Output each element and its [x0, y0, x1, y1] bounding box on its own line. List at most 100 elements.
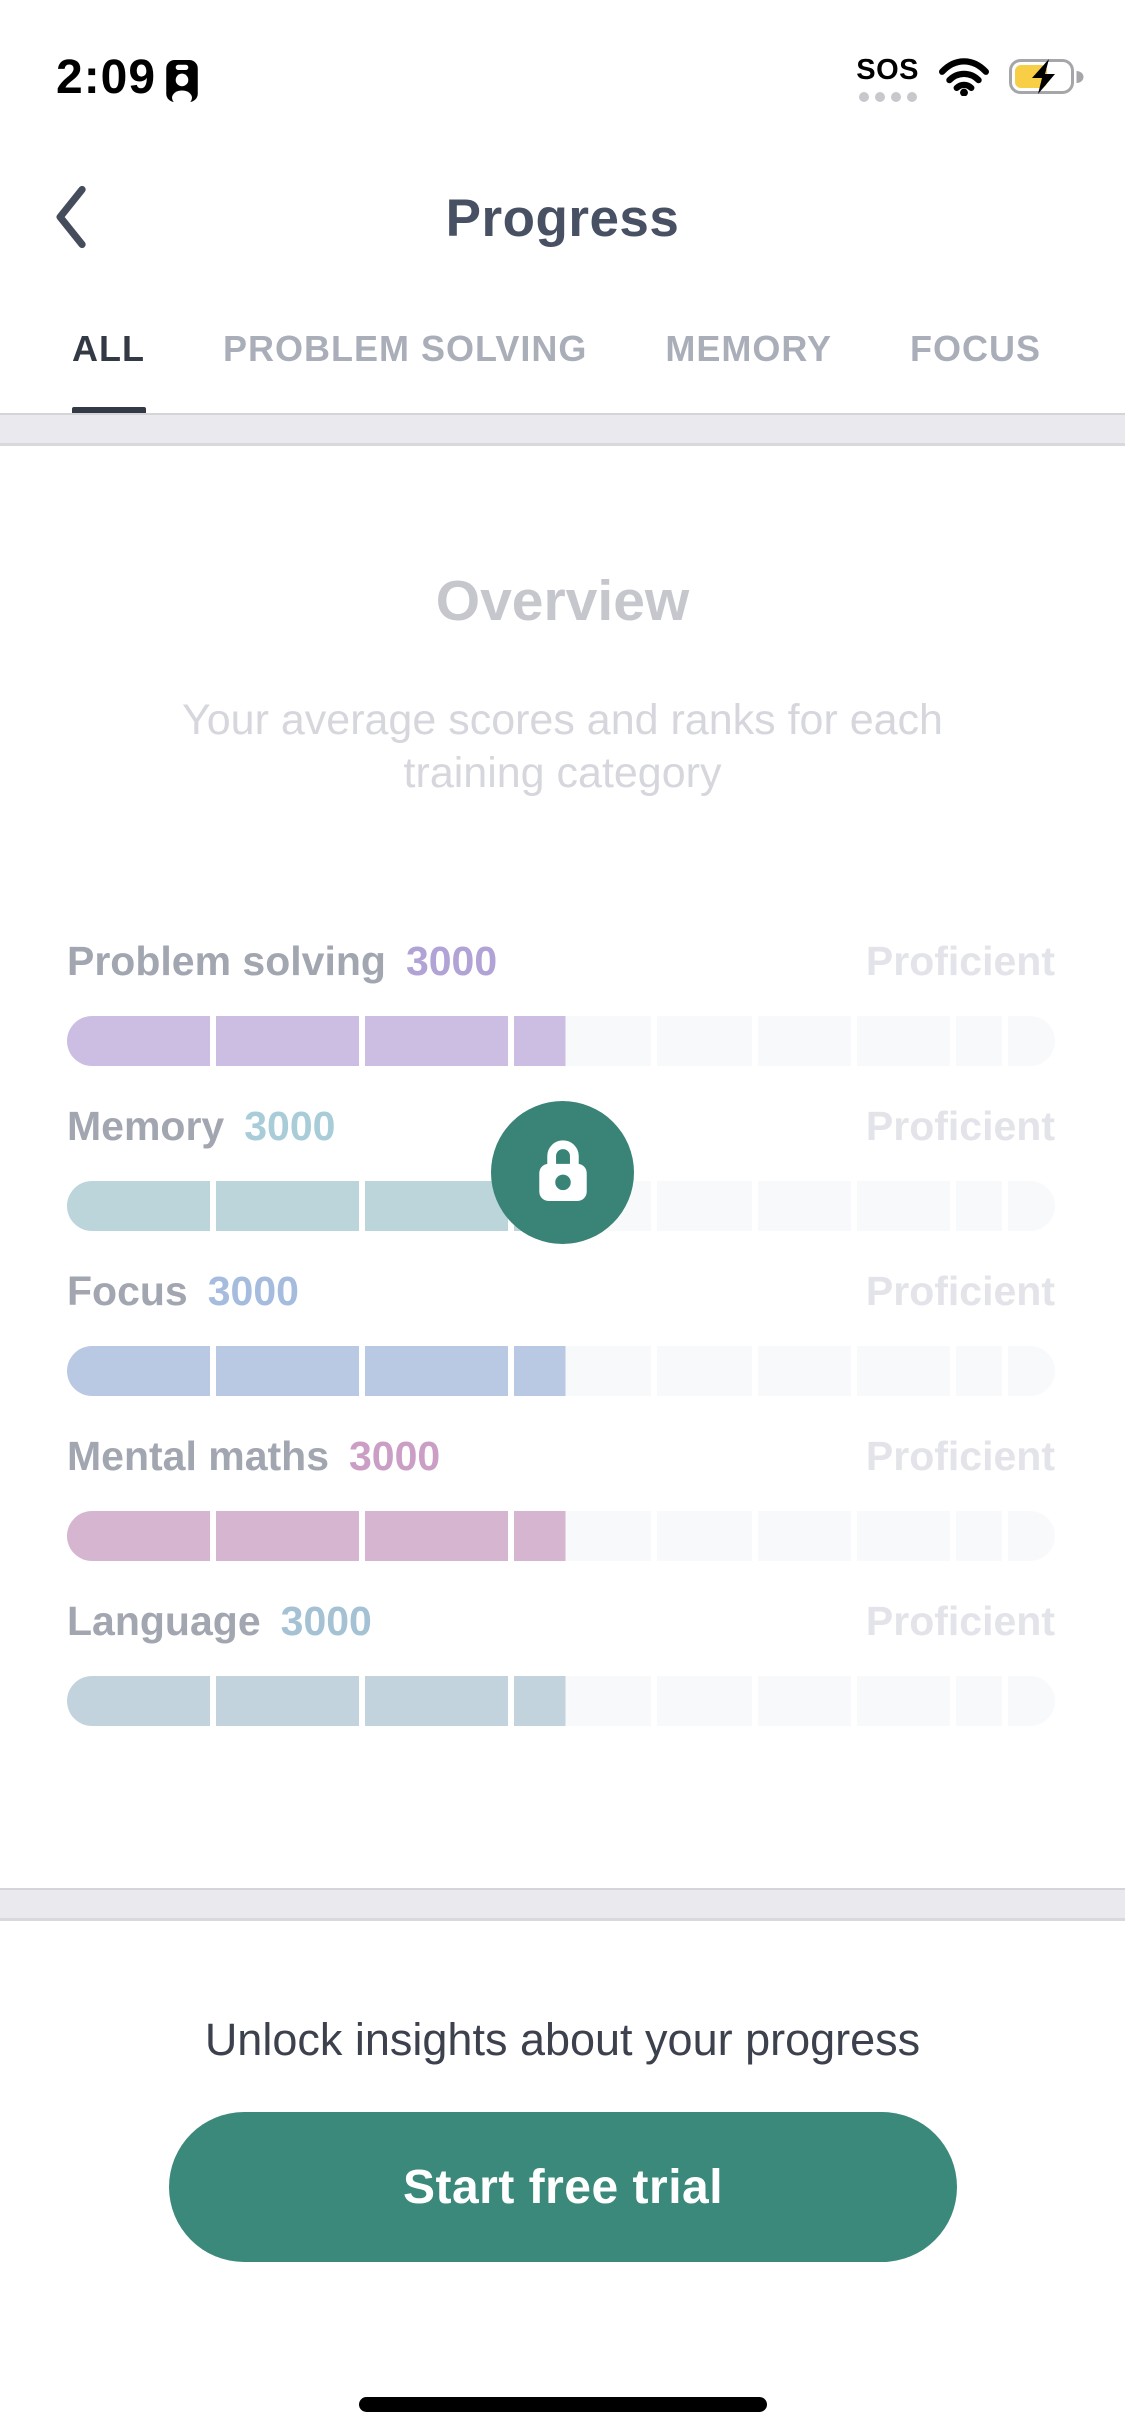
category-rows: Problem solving 3000 Proficient Memory 3000 P… — [67, 938, 1055, 1726]
battery-charging-icon — [1009, 58, 1085, 101]
category-row: Mental maths 3000 Proficient — [67, 1433, 1055, 1561]
category-name: Language — [67, 1598, 261, 1644]
progress-bar-segment — [757, 1346, 852, 1396]
category-row-labels: Mental maths 3000 Proficient — [67, 1433, 1055, 1481]
progress-bar-segment — [757, 1181, 852, 1231]
progress-bar-segment — [215, 1181, 359, 1231]
category-name: Focus — [67, 1268, 188, 1314]
progress-bar-segment — [1008, 1346, 1055, 1396]
scroll-divider-top — [0, 413, 1125, 446]
progress-bar — [67, 1511, 1055, 1561]
lock-icon — [535, 1137, 591, 1208]
progress-bar-segment — [513, 1511, 651, 1561]
progress-bar-segment — [67, 1511, 210, 1561]
sos-label: SOS — [856, 54, 919, 86]
tab-memory[interactable]: MEMORY — [665, 328, 833, 369]
tab-problem-solving[interactable]: PROBLEM SOLVING — [222, 328, 588, 369]
progress-bar-segment — [656, 1676, 752, 1726]
progress-bar-segment — [364, 1181, 508, 1231]
category-rank: Proficient — [865, 1103, 1055, 1149]
status-time: 2:09 — [56, 51, 157, 104]
category-row: Focus 3000 Proficient — [67, 1268, 1055, 1396]
progress-bar-segment — [1008, 1181, 1055, 1231]
progress-bar-segment — [513, 1346, 651, 1396]
tab-all[interactable]: ALL — [72, 328, 145, 369]
home-indicator[interactable] — [358, 2397, 767, 2412]
overview-subtitle-line1: Your average scores and ranks for each — [182, 696, 943, 744]
category-rank: Proficient — [865, 1598, 1055, 1644]
category-row: Language 3000 Proficient — [67, 1598, 1055, 1726]
progress-bar-segment — [955, 1346, 1003, 1396]
progress-bar-segment — [67, 1676, 210, 1726]
progress-bar-segment — [1008, 1016, 1055, 1066]
category-tabs: ALL PROBLEM SOLVING MEMORY FOCUS — [72, 328, 1085, 370]
progress-bar-segment — [857, 1016, 950, 1066]
category-name: Problem solving — [67, 938, 386, 984]
start-free-trial-button[interactable]: Start free trial — [169, 2112, 957, 2262]
category-score: 3000 — [244, 1103, 336, 1149]
category-row: Memory 3000 Proficient — [67, 1103, 1055, 1231]
contact-badge-icon — [166, 60, 198, 107]
progress-bar-segment — [757, 1676, 852, 1726]
progress-bar-segment — [67, 1346, 210, 1396]
cellular-dots-icon — [858, 92, 917, 102]
progress-bar-segment — [656, 1016, 752, 1066]
progress-bar — [67, 1346, 1055, 1396]
progress-bar-segment — [1008, 1511, 1055, 1561]
sos-indicator: SOS — [856, 56, 919, 102]
progress-bar-segment — [215, 1511, 359, 1561]
scroll-divider-bottom — [0, 1888, 1125, 1921]
progress-bar-segment — [67, 1016, 210, 1066]
back-button[interactable] — [48, 184, 92, 250]
progress-bar-segment — [955, 1016, 1003, 1066]
progress-bar-segment — [757, 1511, 852, 1561]
category-name: Memory — [67, 1103, 225, 1149]
category-name: Mental maths — [67, 1433, 329, 1479]
progress-bar-segment — [67, 1181, 210, 1231]
category-score: 3000 — [349, 1433, 441, 1479]
wifi-icon — [939, 57, 989, 101]
progress-bar-segment — [1008, 1676, 1055, 1726]
chevron-left-icon — [48, 185, 92, 254]
progress-bar-segment — [364, 1016, 508, 1066]
progress-bar — [67, 1676, 1055, 1726]
progress-bar-segment — [955, 1511, 1003, 1561]
lock-badge[interactable] — [491, 1101, 634, 1244]
progress-bar-segment — [857, 1181, 950, 1231]
category-row-labels: Problem solving 3000 Proficient — [67, 938, 1055, 986]
start-free-trial-label: Start free trial — [402, 2160, 724, 2214]
category-rank: Proficient — [865, 1433, 1055, 1479]
progress-bar-segment — [215, 1676, 359, 1726]
progress-bar-segment — [656, 1181, 752, 1231]
progress-bar-segment — [513, 1016, 651, 1066]
progress-bar-segment — [857, 1346, 950, 1396]
progress-bar-segment — [955, 1181, 1003, 1231]
category-score: 3000 — [280, 1598, 372, 1644]
category-score: 3000 — [405, 938, 498, 984]
progress-bar-segment — [656, 1346, 752, 1396]
active-tab-underline — [72, 407, 146, 415]
overview-title: Overview — [435, 569, 690, 633]
progress-bar-segment — [513, 1676, 651, 1726]
progress-bar — [67, 1016, 1055, 1066]
progress-bar-segment — [857, 1676, 950, 1726]
progress-bar-segment — [364, 1346, 508, 1396]
category-row-labels: Focus 3000 Proficient — [67, 1268, 1055, 1316]
progress-bar-segment — [364, 1511, 508, 1561]
category-row-labels: Memory 3000 Proficient — [67, 1103, 1055, 1151]
page-title: Progress — [445, 189, 680, 248]
progress-bar-segment — [955, 1676, 1003, 1726]
overview-subtitle: Your average scores and ranks for each t… — [0, 694, 1125, 800]
tab-focus[interactable]: FOCUS — [910, 328, 1042, 369]
progress-bar-segment — [757, 1016, 852, 1066]
progress-bar-segment — [857, 1511, 950, 1561]
category-row: Problem solving 3000 Proficient — [67, 938, 1055, 1066]
overview-subtitle-line2: training category — [403, 749, 722, 797]
progress-bar-segment — [656, 1511, 752, 1561]
category-rank: Proficient — [865, 938, 1055, 984]
category-rank: Proficient — [865, 1268, 1055, 1314]
status-icons: SOS — [856, 56, 1085, 102]
progress-bar-segment — [215, 1346, 359, 1396]
progress-bar-segment — [215, 1016, 359, 1066]
progress-bar-segment — [364, 1676, 508, 1726]
